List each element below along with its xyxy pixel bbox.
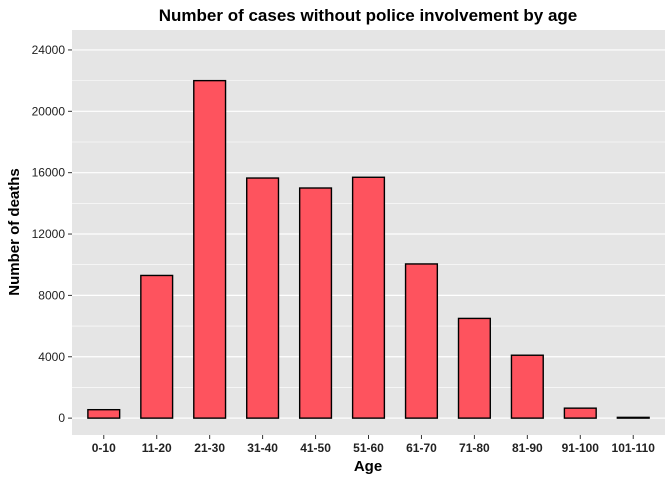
x-tick-label: 11-20 [142,441,172,455]
y-axis-title: Number of deaths [6,168,23,296]
y-tick-label: 16000 [32,166,66,180]
bar-71-80 [457,317,491,419]
x-tick-label: 91-100 [562,441,600,455]
y-axis-ticks: 0 4000 8000 12000 16000 20000 24000 [32,43,72,425]
x-tick-label: 0-10 [92,441,116,455]
y-tick-label: 0 [58,411,65,425]
bar-31-40 [246,177,280,419]
y-tick-label: 8000 [38,288,65,302]
x-tick-label: 51-60 [353,441,384,455]
bar-0-10 [87,408,121,419]
bar-21-30 [193,79,227,419]
x-tick-label: 71-80 [459,441,490,455]
x-tick-label: 101-110 [612,441,656,455]
bar-51-60 [351,176,386,419]
bar-91-100 [563,407,597,419]
x-axis-ticks: 0-10 11-20 21-30 31-40 41-50 51-60 61-70 71-80 8… [92,435,655,455]
x-tick-label: 61-70 [406,441,437,455]
bar-11-20 [140,274,174,419]
bar-41-50 [298,187,333,419]
bar-101-110 [616,416,650,419]
bar-81-90 [510,354,544,419]
x-tick-label: 41-50 [300,441,331,455]
y-tick-label: 4000 [38,350,65,364]
bar-61-70 [404,263,439,419]
x-tick-label: 31-40 [247,441,278,455]
y-tick-label: 12000 [32,227,66,241]
x-tick-label: 21-30 [194,441,225,455]
y-tick-label: 24000 [32,43,66,57]
x-tick-label: 81-90 [512,441,543,455]
x-axis-title: Age [354,458,382,475]
chart-title: Number of cases without police involveme… [159,6,577,25]
y-tick-label: 20000 [32,104,66,118]
bars [87,79,650,419]
